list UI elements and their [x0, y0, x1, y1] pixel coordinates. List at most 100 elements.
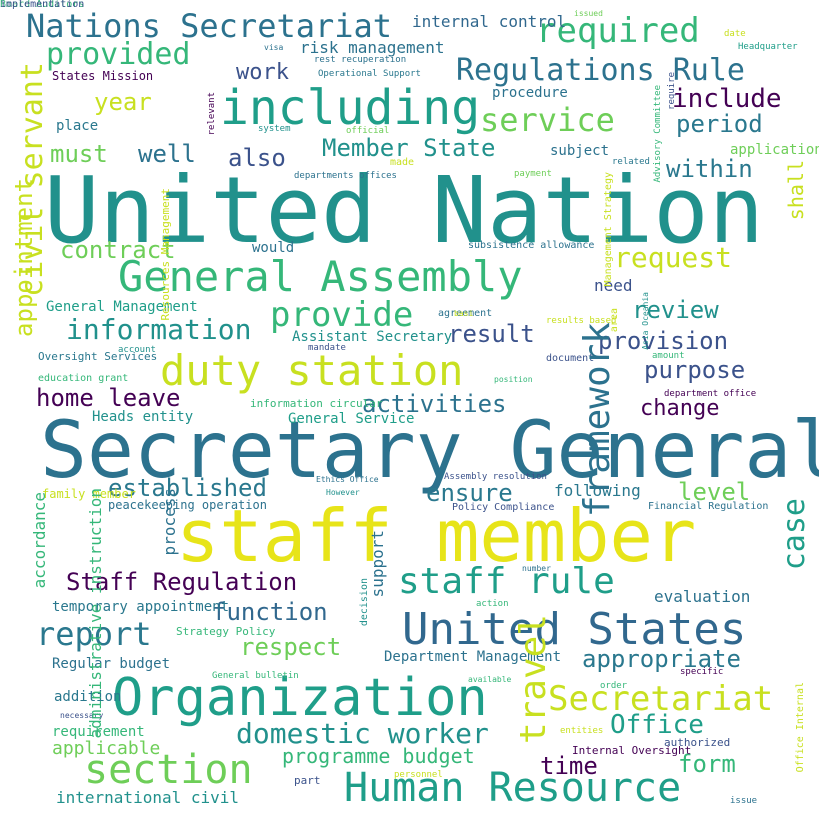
cloud-word-staff-rule: staff rule: [398, 561, 615, 602]
cloud-word-international-civil: international civil: [56, 788, 240, 807]
cloud-word-agreement: agreement: [438, 308, 493, 319]
cloud-word-need: need: [594, 276, 633, 295]
cloud-word-administrative-instruction: administrative instruction: [86, 488, 105, 739]
cloud-word-part: part: [294, 774, 321, 787]
cloud-word-organization: Organization: [112, 668, 488, 728]
cloud-word-programme-budget: programme budget: [282, 744, 475, 768]
cloud-word-account: account: [118, 345, 156, 355]
cloud-word-issued: issued: [574, 9, 603, 18]
cloud-word-travel: travel: [513, 614, 554, 745]
cloud-word-established: established: [108, 474, 267, 502]
cloud-word-purpose: purpose: [644, 356, 746, 384]
cloud-word-well: well: [138, 140, 196, 168]
cloud-word-ensure: ensure: [426, 479, 513, 507]
cloud-word-support: support: [368, 530, 387, 598]
cloud-word-peacekeeping-operation: peacekeeping operation: [108, 498, 267, 512]
cloud-word-financial-regulation: Financial Regulation: [648, 501, 769, 512]
cloud-word-order: order: [600, 681, 628, 691]
cloud-word-report: report: [36, 615, 152, 653]
cloud-word-provision: provision: [598, 327, 729, 355]
cloud-word-system: system: [258, 124, 291, 134]
cloud-word-related: related: [612, 157, 650, 167]
cloud-word-implementation: implementation: [0, 0, 85, 10]
cloud-word-appointment: appointment: [10, 178, 38, 337]
cloud-word-provided: provided: [46, 37, 191, 72]
cloud-word-department-office: department office: [664, 389, 757, 399]
cloud-word-contract: contract: [60, 236, 176, 264]
cloud-word-staff-member: staff member: [176, 494, 697, 578]
cloud-word-rest-recuperation: rest recuperation: [314, 55, 407, 65]
cloud-word-oversight-services: Oversight Services: [38, 350, 158, 363]
cloud-word-united-states: United States: [402, 604, 747, 655]
cloud-word-process: process: [160, 488, 179, 556]
cloud-word-service: service: [480, 101, 615, 139]
cloud-word-evaluation: evaluation: [654, 587, 751, 606]
cloud-word-heads-entity: Heads entity: [92, 409, 194, 425]
cloud-word-internal-oversight: Internal Oversight: [572, 744, 692, 757]
cloud-word-secretariat: Secretariat: [548, 679, 774, 719]
cloud-word-information-circular: information circular: [250, 397, 383, 410]
cloud-word-departments-offices: departments offices: [294, 171, 397, 181]
cloud-word-following: following: [554, 481, 641, 500]
cloud-word-position: position: [494, 375, 533, 384]
cloud-word-accordance: accordance: [30, 492, 49, 589]
cloud-word-number: number: [522, 564, 551, 573]
cloud-word-respect: respect: [240, 633, 342, 661]
cloud-word-regulations-rule: Regulations Rule: [456, 53, 745, 88]
cloud-word-subsistence-allowance: subsistence allowance: [468, 240, 595, 251]
cloud-word-human-resource: Human Resource: [344, 765, 682, 811]
cloud-word-authorized: authorized: [664, 736, 731, 749]
cloud-word-date: date: [724, 29, 746, 39]
cloud-word-case: case: [777, 498, 812, 571]
cloud-word-including: including: [220, 80, 481, 136]
cloud-word-resources-management: Resources Management: [159, 188, 172, 321]
cloud-word-necessary: necessary: [60, 711, 104, 720]
cloud-word-home-leave: home leave: [36, 384, 181, 412]
cloud-word-general-service: General Service: [288, 411, 415, 427]
cloud-word-also: also: [228, 144, 286, 172]
cloud-word-available: available: [468, 675, 512, 684]
cloud-word-education-grant: education grant: [38, 373, 129, 384]
cloud-word-appropriate: appropriate: [582, 645, 741, 673]
cloud-word-made: made: [390, 157, 415, 168]
cloud-word-time: time: [540, 752, 598, 780]
cloud-word-results-based: results based: [546, 316, 617, 326]
cloud-word-required: required: [536, 11, 700, 51]
cloud-word-internal-control: internal control: [412, 12, 567, 31]
cloud-word-request: request: [614, 241, 733, 274]
cloud-word-board-auditors: Board Auditors: [0, 0, 85, 10]
cloud-word-department-management: Department Management: [384, 649, 562, 665]
cloud-word-period: period: [676, 110, 763, 138]
cloud-word-office-internal: Office Internal: [795, 682, 806, 773]
cloud-word-information: information: [66, 313, 252, 346]
cloud-word-general-bulletin: General bulletin: [212, 671, 299, 681]
cloud-word-office: Office: [610, 710, 704, 740]
cloud-word-duty-station: duty station: [160, 346, 464, 395]
cloud-word-specific: specific: [680, 667, 724, 677]
cloud-word-basi: basi: [454, 309, 474, 318]
cloud-word-section: section: [84, 747, 253, 793]
cloud-word-however: However: [326, 488, 360, 497]
cloud-word-requirement: requirement: [52, 724, 145, 740]
cloud-word-place: place: [56, 118, 99, 134]
cloud-word-application: application: [730, 142, 819, 158]
cloud-word-provide: provide: [270, 295, 414, 335]
cloud-word-ethics-office: Ethics Office: [316, 475, 379, 484]
cloud-word-management-strategy: Management Strategy: [603, 172, 614, 287]
cloud-word-review: review: [632, 296, 719, 324]
cloud-word-domestic-worker: domestic worker: [236, 717, 489, 750]
cloud-word-include: include: [672, 84, 782, 114]
cloud-word-shall: shall: [784, 160, 808, 221]
cloud-word-within: within: [666, 155, 753, 183]
cloud-word-states-mission: States Mission: [52, 69, 154, 83]
cloud-word-united-nation: United Nation: [44, 157, 765, 264]
cloud-word-form: form: [678, 750, 736, 778]
cloud-word-assistant-secretary: Assistant Secretary: [292, 329, 453, 345]
cloud-word-year: year: [94, 88, 152, 116]
cloud-word-document: document: [546, 353, 595, 364]
cloud-word-strategy-policy: Strategy Policy: [176, 625, 276, 638]
cloud-word-action: action: [476, 599, 509, 609]
cloud-word-issue: issue: [730, 796, 758, 806]
cloud-word-procedure: procedure: [492, 85, 568, 101]
